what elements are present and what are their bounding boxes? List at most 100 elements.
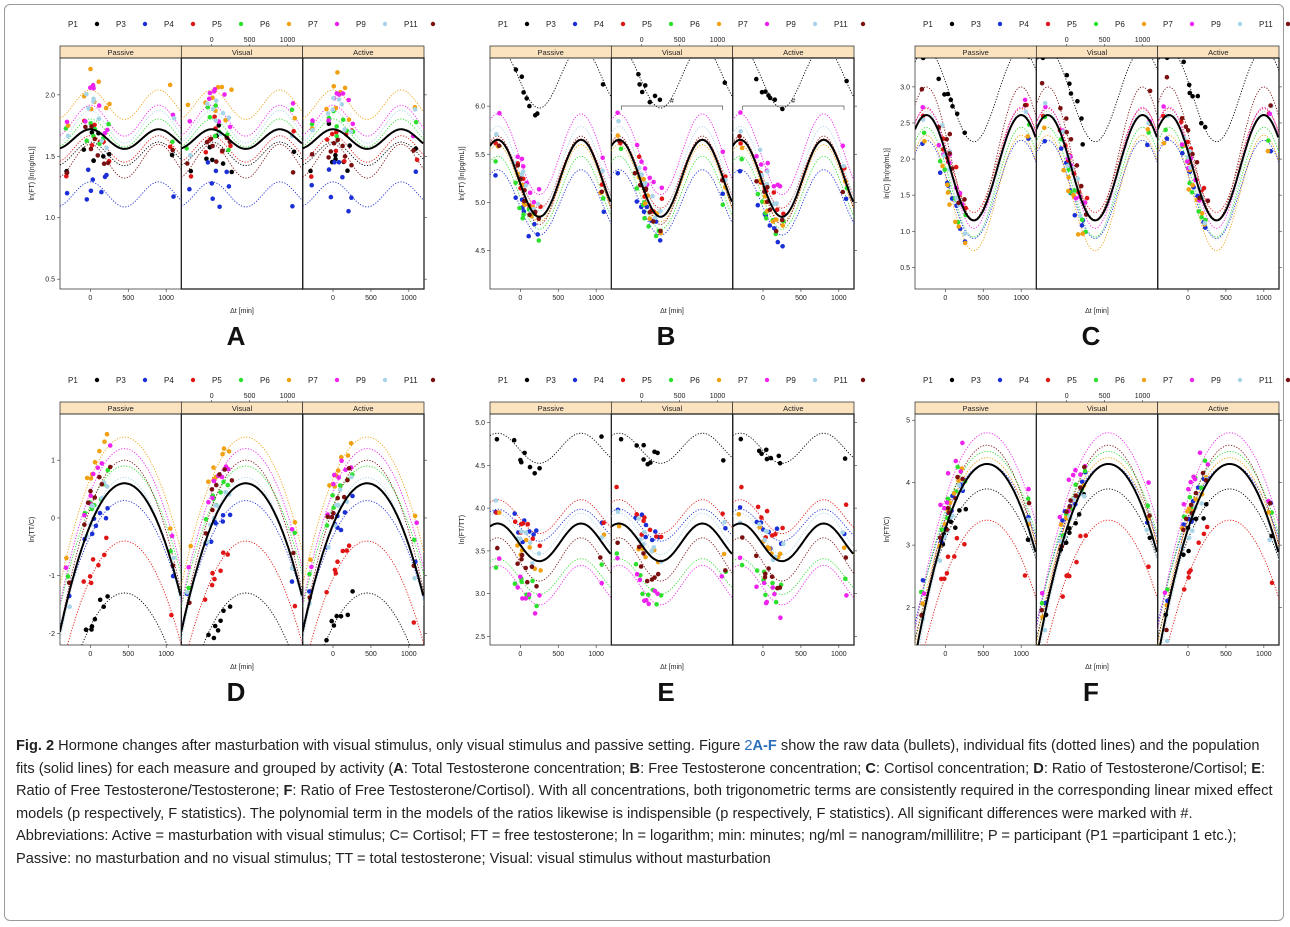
data-point — [212, 576, 217, 582]
data-point — [1193, 490, 1199, 496]
legend-marker-p5 — [668, 377, 674, 383]
data-point — [1199, 120, 1204, 126]
data-point — [944, 571, 950, 576]
data-point — [497, 110, 502, 116]
data-point — [632, 171, 638, 176]
data-point — [723, 174, 728, 179]
x-tick-label: 0 — [331, 651, 335, 658]
population-fit-active — [1159, 463, 1279, 645]
data-point — [332, 160, 337, 165]
data-point — [326, 544, 331, 550]
data-point — [104, 535, 109, 541]
individual-fit-p5 — [915, 451, 1037, 630]
data-point — [739, 145, 745, 151]
population-fit-active — [732, 138, 855, 218]
data-point — [220, 519, 226, 524]
data-point — [1266, 138, 1271, 143]
individual-fit-p4 — [924, 519, 1037, 645]
data-point — [634, 571, 640, 577]
data-point — [647, 527, 653, 533]
data-point — [1066, 167, 1071, 172]
x-tick-label: 500 — [365, 651, 377, 658]
data-point — [1194, 160, 1200, 165]
chart-panel-c: P1 P3 P4 P5 P6 P7 P9 P11 0 500 1000 Passive 0 500 1000… — [884, 20, 1290, 351]
data-point — [290, 101, 296, 106]
data-point — [1026, 486, 1031, 492]
legend-marker-p7 — [1189, 377, 1195, 383]
data-point — [615, 555, 620, 561]
legend-label-p11: P11 — [1259, 20, 1273, 29]
data-point — [513, 67, 519, 72]
data-point — [955, 464, 960, 470]
x-tick-label: 1000 — [1013, 651, 1029, 658]
data-point — [636, 516, 641, 521]
legend-label-p3: P3 — [546, 376, 556, 385]
data-point — [517, 205, 522, 211]
population-fit-passive — [916, 463, 1037, 645]
data-point — [327, 483, 332, 488]
data-point — [945, 91, 951, 97]
data-point — [1078, 213, 1083, 219]
data-point — [1196, 209, 1201, 214]
data-point — [84, 138, 89, 143]
figure-ref-link[interactable]: 2 — [744, 738, 753, 754]
data-point — [171, 194, 176, 199]
data-point — [1147, 88, 1153, 94]
data-point — [326, 167, 332, 172]
data-point — [720, 191, 725, 197]
legend-marker-p9 — [812, 377, 818, 383]
data-point — [641, 442, 646, 448]
data-point — [723, 568, 728, 573]
x-tick-label: 0 — [331, 295, 335, 302]
facet-label-visual: Visual — [662, 48, 683, 57]
population-fit-active — [302, 128, 424, 150]
data-point — [615, 540, 620, 546]
facet-content — [732, 58, 855, 249]
individual-fit-p6 — [60, 436, 182, 586]
data-point — [209, 487, 215, 492]
data-point — [641, 209, 647, 214]
data-point — [85, 500, 91, 506]
data-point — [767, 546, 772, 551]
data-point — [1039, 590, 1045, 596]
data-point — [1066, 477, 1072, 483]
individual-fit-p4 — [611, 499, 733, 535]
x-tick-label: 1000 — [1256, 651, 1272, 658]
facet-label-active: Active — [1208, 404, 1228, 413]
data-point — [204, 139, 210, 145]
individual-fit-p1 — [732, 432, 855, 464]
caption-item-e: E: Ratio of Free Testosterone/Testostero… — [16, 760, 1265, 800]
data-point — [309, 182, 315, 188]
data-point — [536, 551, 542, 556]
top-tick-label: 0 — [640, 37, 644, 44]
data-point — [600, 155, 605, 161]
individual-fit-p5 — [60, 118, 182, 148]
legend-marker-p11 — [430, 21, 436, 27]
data-point — [643, 534, 648, 540]
data-point — [212, 623, 218, 629]
data-point — [1183, 516, 1189, 522]
y-tick-label: 2.0 — [45, 92, 55, 99]
facet-content — [1036, 58, 1158, 252]
y-tick-label: 3.0 — [900, 84, 910, 91]
data-point — [338, 614, 344, 619]
individual-fit-p4 — [1036, 108, 1158, 213]
data-point — [947, 202, 952, 207]
facet-border — [610, 57, 734, 290]
facet-label-passive: Passive — [963, 48, 989, 57]
data-point — [102, 439, 107, 445]
individual-fit-p7 — [302, 104, 424, 137]
data-point — [739, 156, 744, 162]
individual-fit-p11 — [181, 459, 303, 631]
y-tick-label: 4.5 — [475, 248, 485, 255]
data-point — [636, 72, 641, 77]
data-point — [655, 571, 661, 577]
data-point — [104, 145, 109, 151]
data-point — [335, 70, 340, 75]
figure-ref-range[interactable]: A-F — [752, 738, 777, 754]
individual-fit-p3 — [732, 169, 855, 236]
data-point — [309, 121, 315, 127]
data-point — [99, 189, 104, 195]
data-point — [960, 476, 965, 482]
data-point — [63, 565, 69, 570]
